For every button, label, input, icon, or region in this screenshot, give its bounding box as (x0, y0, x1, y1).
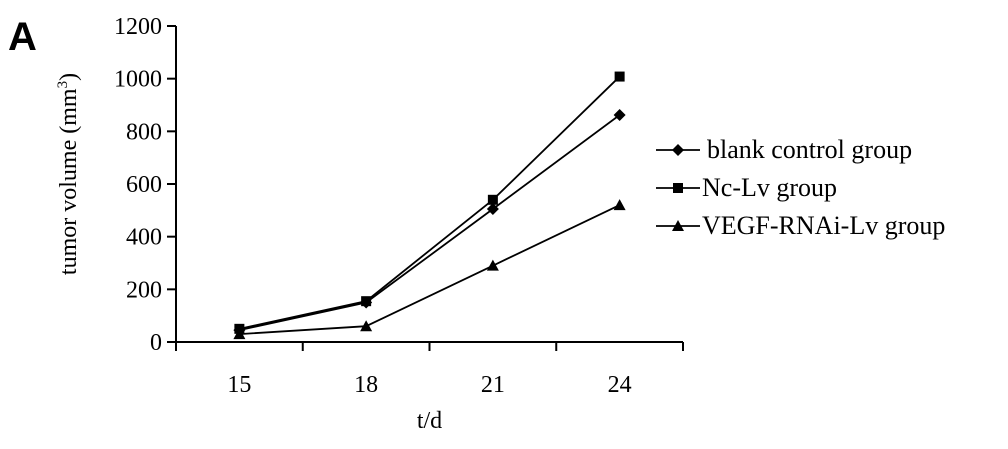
x-tick-label: 15 (227, 372, 251, 398)
y-tick-label: 1000 (114, 67, 162, 93)
panel-label: A (8, 15, 37, 59)
data-point (613, 109, 626, 122)
y-axis-label-text: tumor volume (mm (56, 88, 82, 275)
data-point (486, 203, 499, 216)
data-point (233, 328, 246, 340)
legend-entry: blank control group (656, 135, 912, 164)
legend-entry: Nc-Lv group (656, 173, 837, 202)
y-tick-label: 400 (126, 225, 162, 251)
y-axis-label-close: ) (56, 73, 82, 81)
y-tick-label: 0 (150, 330, 162, 356)
x-tick-label: 24 (608, 372, 632, 398)
legend-marker (673, 183, 683, 193)
y-tick-label: 600 (126, 172, 162, 198)
data-point (361, 296, 372, 307)
series-triangle (233, 199, 626, 340)
y-ticks: 0 200 400 600 800 1000 1200 (114, 14, 176, 356)
data-point (487, 194, 498, 205)
y-axis-label-superscript: 3 (55, 81, 71, 89)
series-line (239, 204, 621, 335)
y-axis-label: tumor volume (mm3) (55, 73, 82, 275)
series-layer (233, 71, 626, 340)
series-line (239, 75, 621, 330)
x-axis-label: t/d (417, 408, 442, 434)
legend: blank control group Nc-Lv group VEGF-RNAi-… (656, 135, 945, 240)
y-tick-label: 1200 (114, 14, 162, 40)
data-point (360, 320, 373, 332)
series-line (239, 114, 621, 332)
legend-marker (672, 220, 684, 231)
legend-marker (672, 144, 684, 156)
data-point (614, 71, 625, 82)
y-tick-label: 800 (126, 119, 162, 145)
legend-label: Nc-Lv group (702, 173, 837, 202)
axes (175, 26, 683, 343)
legend-label: blank control group (707, 135, 912, 164)
data-point (486, 259, 499, 271)
legend-entry: VEGF-RNAi-Lv group (656, 211, 945, 240)
x-ticks: 15 18 21 24 (175, 342, 684, 398)
legend-label: VEGF-RNAi-Lv group (702, 211, 945, 240)
x-tick-label: 21 (481, 372, 505, 398)
series-diamond (233, 109, 626, 337)
y-tick-label: 200 (126, 277, 162, 303)
series-square (234, 71, 625, 334)
data-point (613, 199, 626, 211)
x-tick-label: 18 (354, 372, 378, 398)
